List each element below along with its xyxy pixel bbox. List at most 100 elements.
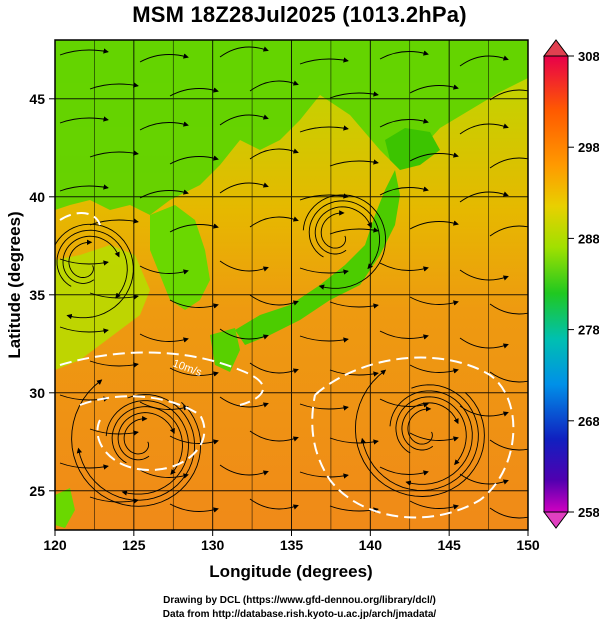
streamline xyxy=(139,401,189,411)
streamline xyxy=(409,220,459,230)
streamline xyxy=(379,262,429,272)
streamline xyxy=(105,400,189,496)
x-tick-label: 140 xyxy=(359,537,383,553)
colorbar-top-arrow xyxy=(543,39,569,57)
streamline xyxy=(459,337,509,349)
streamline xyxy=(489,157,528,169)
contour-line xyxy=(59,351,265,406)
colorbar-tick-label: 308 xyxy=(578,49,599,64)
streamline xyxy=(249,148,299,160)
streamline xyxy=(139,265,189,275)
streamline xyxy=(314,206,372,255)
y-tick-label: 30 xyxy=(29,385,45,401)
y-tick-label: 35 xyxy=(29,287,45,303)
streamline xyxy=(169,87,219,97)
x-tick-label: 120 xyxy=(43,537,67,553)
streamline xyxy=(401,402,459,451)
colorbar-bottom-arrow xyxy=(543,511,569,529)
streamline xyxy=(320,210,347,249)
streamline xyxy=(299,471,349,479)
streamline xyxy=(55,223,134,320)
streamline xyxy=(379,466,429,476)
streamline xyxy=(459,269,509,281)
streamline xyxy=(489,371,528,383)
streamline xyxy=(329,91,379,99)
land-honshu xyxy=(235,170,400,345)
streamline xyxy=(56,229,128,299)
streamline xyxy=(329,227,379,235)
streamline xyxy=(169,367,219,377)
map-title: MSM 18Z28Jul2025 (1013.2hPa) xyxy=(132,2,467,27)
streamline xyxy=(59,116,109,124)
streamline xyxy=(139,53,189,63)
y-tick-label: 40 xyxy=(29,189,45,205)
streamline xyxy=(489,439,528,451)
streamline xyxy=(219,182,269,194)
x-tick-label: 135 xyxy=(280,537,304,553)
streamline xyxy=(89,218,139,226)
streamline xyxy=(62,235,120,284)
y-axis-label: Latitude (degrees) xyxy=(5,211,24,358)
x-tick-label: 150 xyxy=(516,537,540,553)
streamline xyxy=(360,384,479,491)
streamline xyxy=(299,57,349,65)
contour-line xyxy=(311,356,515,519)
streamline xyxy=(123,416,150,455)
streamline xyxy=(169,503,219,513)
streamline xyxy=(89,82,139,90)
streamline xyxy=(308,200,381,270)
streamline xyxy=(89,360,139,368)
streamline xyxy=(354,369,485,497)
streamline xyxy=(379,186,429,196)
streamline xyxy=(219,46,269,58)
streamline xyxy=(489,225,528,237)
land-hokkaido xyxy=(385,128,440,170)
streamline xyxy=(249,294,299,306)
streamline xyxy=(389,390,473,486)
streamline xyxy=(409,152,459,162)
colorbar-tick-label: 278 xyxy=(578,323,599,338)
x-axis-label: Longitude (degrees) xyxy=(209,562,372,581)
land-taiwan xyxy=(55,488,75,528)
streamline xyxy=(89,428,139,436)
streamline xyxy=(59,48,109,56)
streamline xyxy=(89,496,139,504)
streamline xyxy=(219,114,269,126)
streamline xyxy=(329,369,379,377)
streamline xyxy=(329,437,379,445)
streamline xyxy=(59,462,109,470)
streamline xyxy=(111,406,183,475)
streamline xyxy=(169,299,219,309)
streamline xyxy=(459,191,509,203)
streamline xyxy=(379,398,429,408)
streamline xyxy=(489,303,528,315)
streamline xyxy=(89,292,139,300)
streamline xyxy=(219,328,269,340)
contour-line xyxy=(59,212,101,226)
wind-streamlines xyxy=(55,46,528,519)
land-kyushu xyxy=(210,328,240,372)
y-axis: 25 30 35 40 45 xyxy=(29,91,55,499)
streamline xyxy=(299,403,349,411)
streamline xyxy=(299,335,349,343)
streamline xyxy=(139,121,189,131)
streamline xyxy=(329,301,379,309)
streamline xyxy=(299,267,349,275)
streamline xyxy=(249,498,299,510)
streamline xyxy=(76,394,196,501)
streamline xyxy=(459,123,509,135)
colorbar-tick-label: 268 xyxy=(578,414,599,429)
streamline xyxy=(249,362,299,374)
colorbar-tick-label: 258 xyxy=(578,505,599,520)
streamline xyxy=(395,396,467,466)
streamline xyxy=(219,464,269,476)
streamline xyxy=(139,469,189,479)
streamline xyxy=(489,89,528,101)
x-axis: 120 125 130 135 140 145 150 xyxy=(43,530,540,553)
streamline xyxy=(409,84,459,94)
streamline xyxy=(379,50,429,60)
streamline xyxy=(219,260,269,272)
wind-speed-contours xyxy=(59,212,515,519)
streamline xyxy=(409,296,459,306)
streamline xyxy=(59,258,109,266)
